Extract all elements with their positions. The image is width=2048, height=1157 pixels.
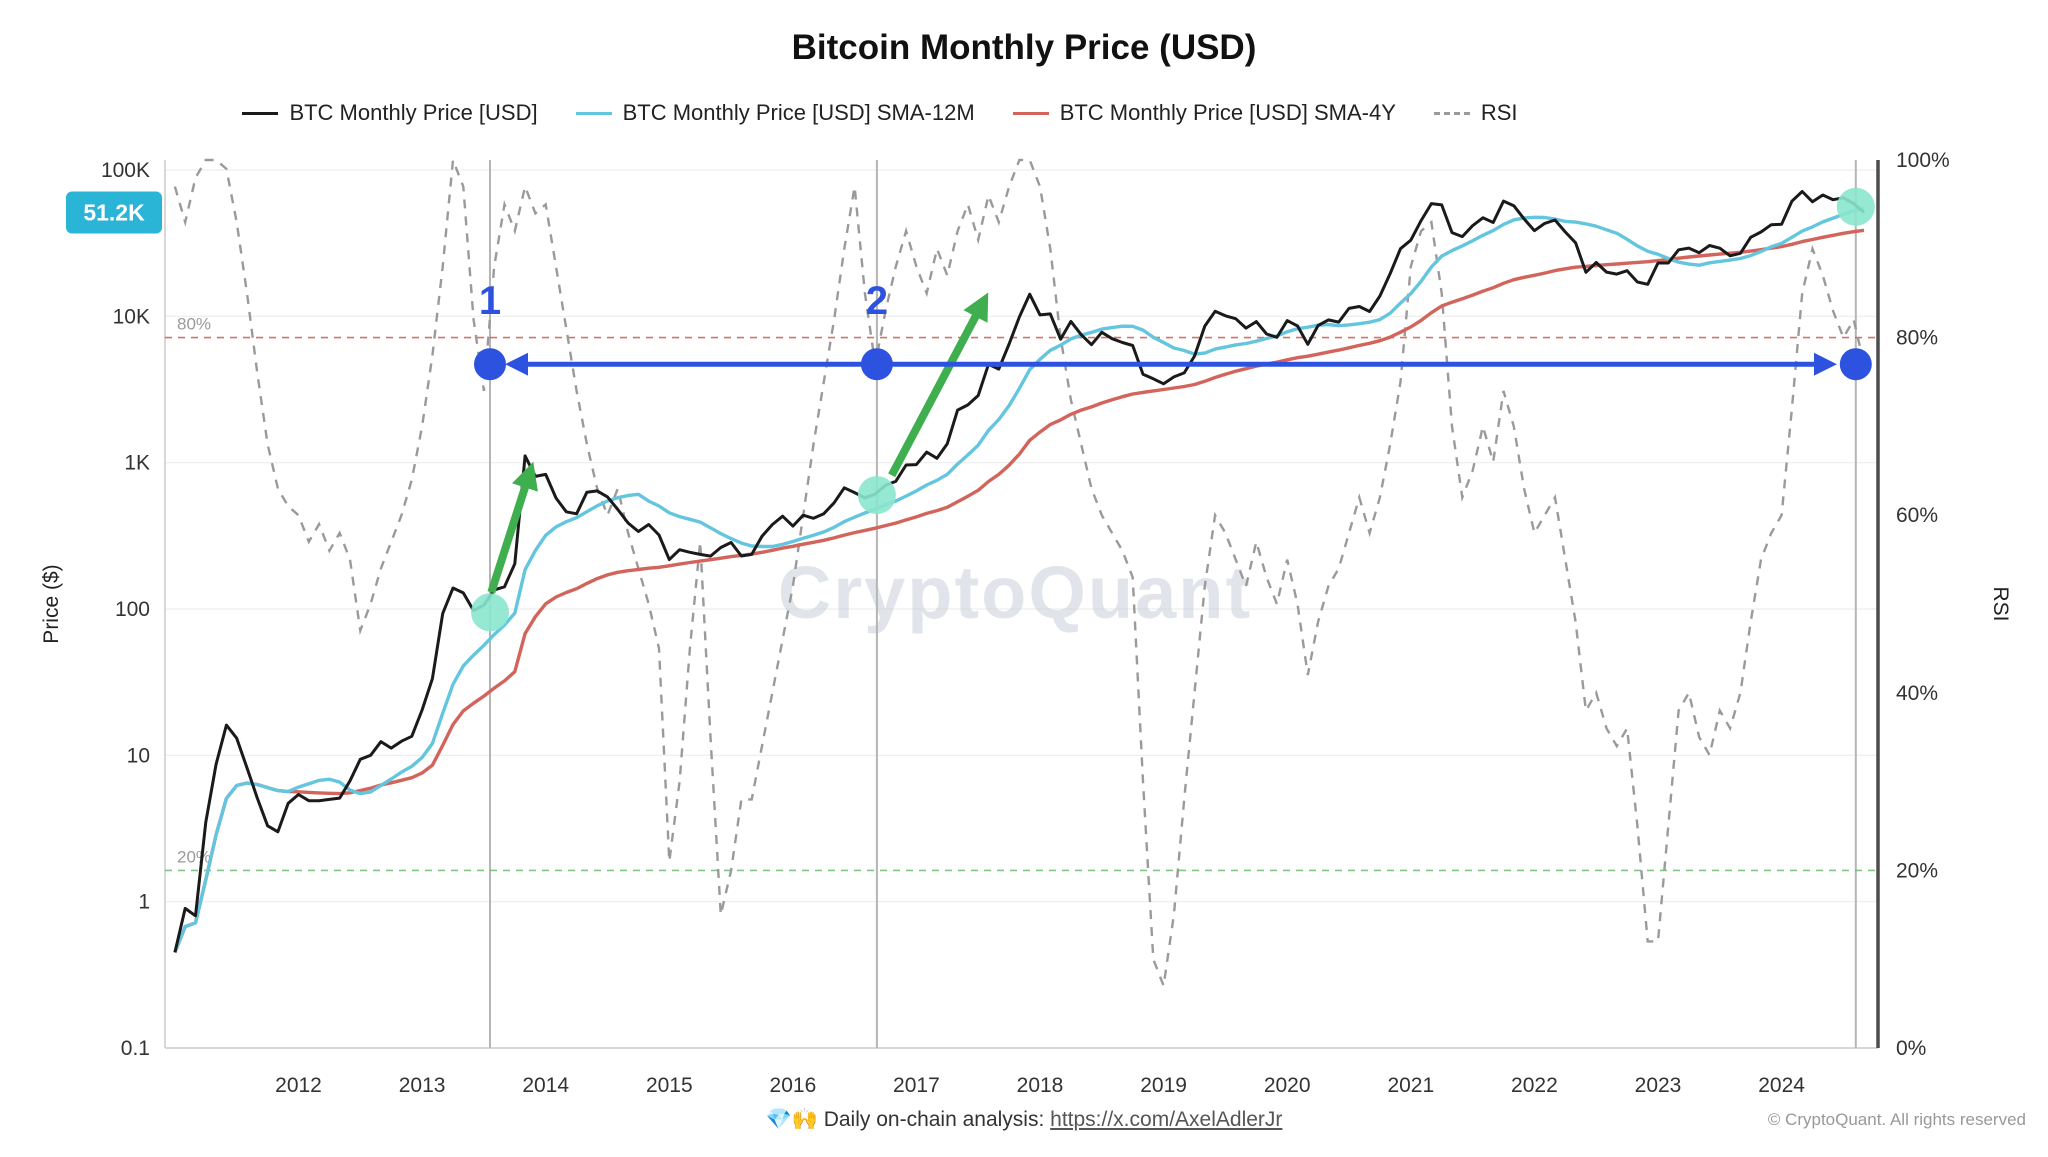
svg-text:20%: 20%	[177, 847, 211, 866]
chart-title: Bitcoin Monthly Price (USD)	[791, 28, 1257, 67]
sma-12m-line-swatch	[575, 111, 612, 115]
teal-marker	[857, 476, 896, 515]
svg-text:0.1: 0.1	[121, 1037, 150, 1060]
footer-link[interactable]: https://x.com/AxelAdlerJr	[1050, 1108, 1283, 1131]
blue-marker	[474, 348, 506, 381]
svg-text:100%: 100%	[1896, 149, 1950, 172]
svg-text:0%: 0%	[1896, 1037, 1926, 1060]
legend-label: BTC Monthly Price [USD] SMA-12M	[622, 100, 975, 125]
copyright-text: © CryptoQuant. All rights reserved	[1767, 1110, 2026, 1129]
blue-marker-label: 1	[479, 279, 501, 323]
svg-text:2013: 2013	[399, 1074, 446, 1097]
btc-price-line-swatch	[242, 111, 279, 115]
rsi-line-swatch	[1433, 111, 1470, 115]
legend-item-rsi[interactable]: RSI	[1433, 100, 1518, 126]
svg-text:60%: 60%	[1896, 504, 1938, 527]
svg-text:2019: 2019	[1140, 1074, 1187, 1097]
svg-text:2023: 2023	[1635, 1074, 1682, 1097]
sma-4y-line-swatch	[1012, 111, 1049, 115]
svg-text:1K: 1K	[124, 452, 150, 475]
rsi-line	[173, 158, 1866, 991]
svg-text:2017: 2017	[893, 1074, 940, 1097]
svg-text:2016: 2016	[770, 1074, 817, 1097]
svg-text:80%: 80%	[1896, 327, 1938, 350]
blue-marker	[1839, 348, 1872, 381]
svg-text:10K: 10K	[113, 305, 150, 328]
legend-item-sma-12m[interactable]: BTC Monthly Price [USD] SMA-12M	[575, 100, 975, 126]
legend-item-sma-4y[interactable]: BTC Monthly Price [USD] SMA-4Y	[1012, 100, 1396, 126]
svg-text:20%: 20%	[1896, 859, 1938, 882]
svg-text:2012: 2012	[275, 1074, 322, 1097]
legend-item-btc-price[interactable]: BTC Monthly Price [USD]	[242, 100, 538, 126]
green-arrow	[888, 292, 989, 478]
svg-text:10: 10	[127, 744, 150, 767]
svg-text:2020: 2020	[1264, 1074, 1311, 1097]
legend-label: RSI	[1480, 100, 1518, 125]
legend-label: BTC Monthly Price [USD] SMA-4Y	[1059, 100, 1396, 125]
teal-marker	[1836, 187, 1875, 226]
green-arrow	[487, 461, 538, 594]
footer-note-text: 💎🙌 Daily on-chain analysis:	[765, 1108, 1051, 1131]
svg-text:2018: 2018	[1017, 1074, 1064, 1097]
sma-12m-line	[173, 206, 1865, 954]
blue-marker	[860, 348, 893, 381]
svg-text:100K: 100K	[101, 159, 150, 182]
price-line	[173, 190, 1865, 953]
svg-text:Price ($): Price ($)	[40, 564, 63, 643]
svg-text:80%: 80%	[177, 315, 211, 334]
svg-text:2022: 2022	[1511, 1074, 1558, 1097]
watermark: CryptoQuant	[778, 551, 1252, 634]
legend-label: BTC Monthly Price [USD]	[289, 100, 538, 125]
price-tag: 51.2K	[66, 191, 162, 234]
svg-text:2015: 2015	[646, 1074, 693, 1097]
svg-text:1: 1	[138, 891, 150, 914]
svg-text:2021: 2021	[1387, 1074, 1434, 1097]
footer-note: 💎🙌 Daily on-chain analysis: https://x.co…	[0, 1108, 2048, 1132]
svg-text:40%: 40%	[1896, 682, 1938, 705]
svg-text:RSI: RSI	[1989, 586, 2012, 621]
legend: BTC Monthly Price [USD] BTC Monthly Pric…	[0, 100, 1760, 126]
svg-text:51.2K: 51.2K	[83, 200, 145, 226]
svg-text:2024: 2024	[1758, 1074, 1805, 1097]
blue-marker-label: 2	[866, 279, 888, 323]
svg-text:100: 100	[115, 598, 150, 621]
teal-marker	[471, 593, 509, 632]
svg-text:2014: 2014	[522, 1074, 569, 1097]
